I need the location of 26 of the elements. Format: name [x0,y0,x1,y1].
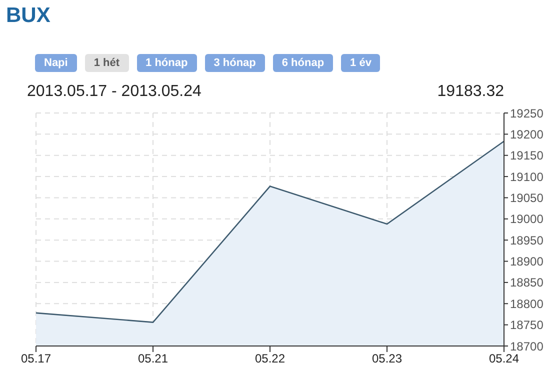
x-tick-label: 05.23 [372,352,402,366]
text: 1 hét [84,54,129,72]
y-tick-label: 18850 [510,276,544,290]
y-tick-label: 18950 [510,233,544,248]
text: 19183.32 [437,83,504,101]
text: 1 hónap [136,54,197,72]
y-tick-label: 19250 [510,106,544,120]
y-tick-label: 18700 [510,339,544,354]
y-tick-label: 19200 [510,127,544,142]
y-tick-label: 19050 [510,190,544,205]
x-tick-label: 05.24 [488,352,520,366]
y-tick-label: 18750 [510,318,544,332]
chart-subtitle: 2013.05.17 - 2013.05.24 [27,83,202,101]
text: 1 év [341,54,380,72]
text: Napi [35,54,77,72]
chart-title: BUX [6,4,50,28]
text: 3 hónap [204,54,265,72]
x-tick-label: 05.21 [138,352,168,366]
x-tick-label: 05.22 [254,352,286,366]
y-tick-label: 19150 [510,148,544,163]
y-tick-label: 19100 [510,170,544,184]
y-tick-label: 18800 [510,296,544,311]
text: 6 hónap [272,54,334,72]
x-tick-label: 05.17 [20,352,52,366]
y-tick-label: 18900 [510,254,544,269]
y-tick-label: 19000 [510,212,544,226]
